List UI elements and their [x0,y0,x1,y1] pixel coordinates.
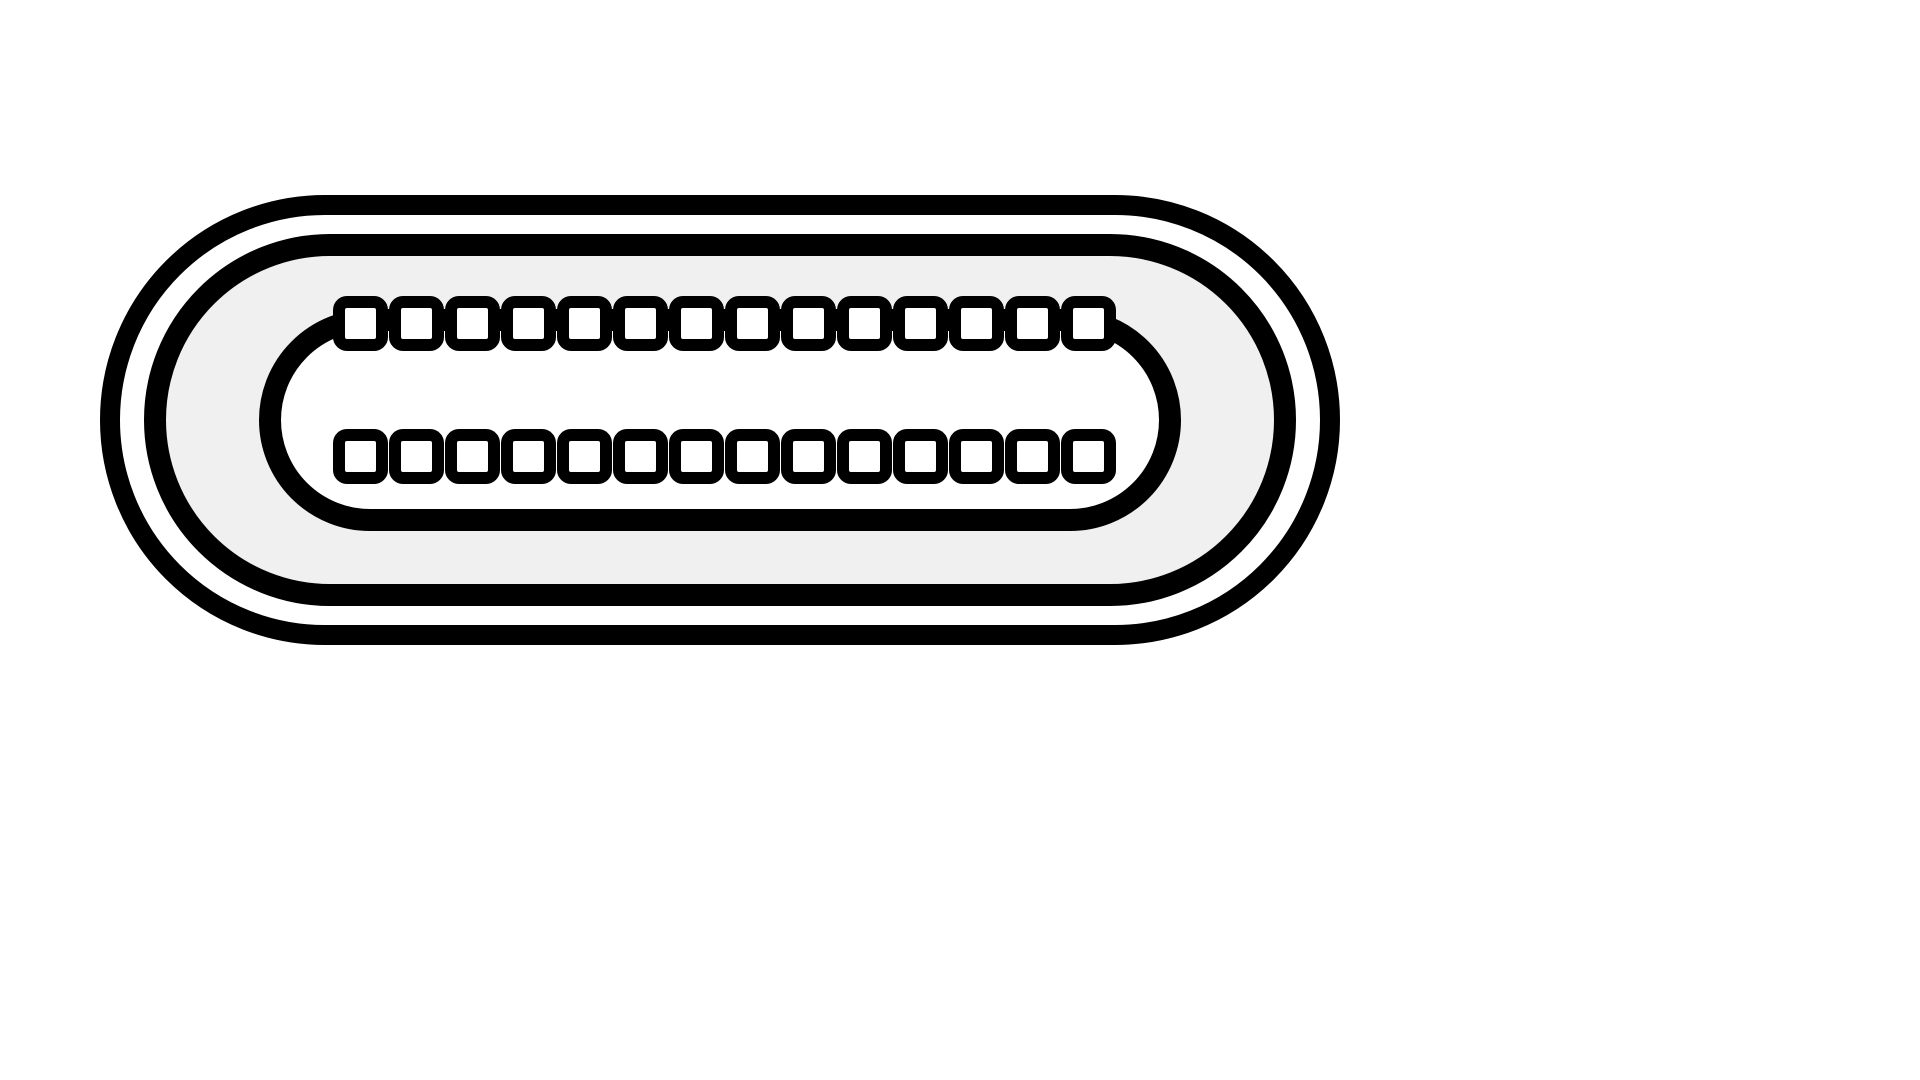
contact-pin-top [507,302,550,345]
contact-pin-bottom [619,435,662,478]
contact-pin-bottom [563,435,606,478]
contact-pin-top [899,302,942,345]
contact-pin-bottom [899,435,942,478]
contact-pin-top [619,302,662,345]
contact-pin-top [395,302,438,345]
contact-pin-bottom [955,435,998,478]
contact-pin-top [1067,302,1110,345]
contact-pin-top [955,302,998,345]
contact-pin-bottom [731,435,774,478]
contact-pin-bottom [787,435,830,478]
contact-pin-top [451,302,494,345]
contact-pin-top [675,302,718,345]
contact-pin-bottom [843,435,886,478]
contact-pin-bottom [451,435,494,478]
contact-pin-bottom [507,435,550,478]
contact-pin-top [787,302,830,345]
contact-pin-bottom [339,435,382,478]
contact-pin-top [731,302,774,345]
contact-pin-top [843,302,886,345]
contact-pin-bottom [1067,435,1110,478]
contact-pin-bottom [1011,435,1054,478]
contact-pin-top [563,302,606,345]
contact-pin-bottom [395,435,438,478]
contact-pin-top [1011,302,1054,345]
usb-c-connector-diagram [0,0,1920,1080]
contact-pin-bottom [675,435,718,478]
contact-pin-top [339,302,382,345]
